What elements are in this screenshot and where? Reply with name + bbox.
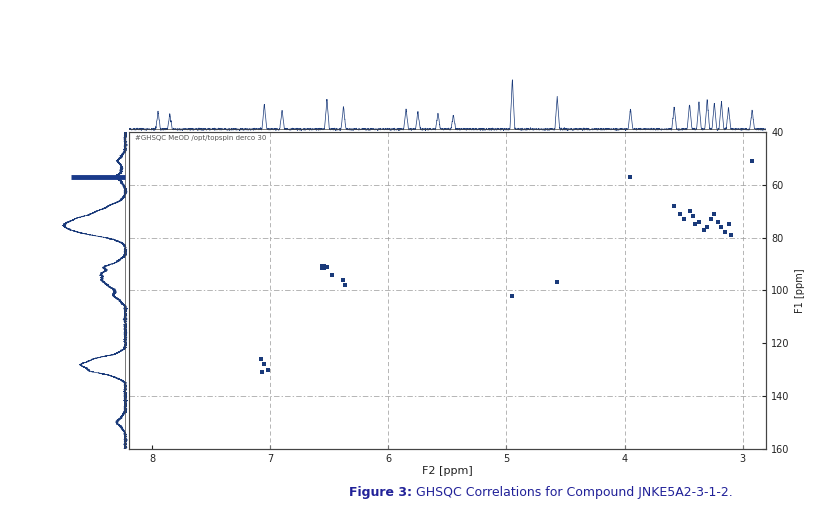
Text: #GHSQC MeOD /opt/topspin derco 30: #GHSQC MeOD /opt/topspin derco 30 [135, 135, 266, 141]
Text: GHSQC Correlations for Compound JNKE5A2-3-1-2.: GHSQC Correlations for Compound JNKE5A2-… [412, 486, 733, 499]
X-axis label: F2 [ppm]: F2 [ppm] [422, 466, 473, 476]
Y-axis label: F1 [ppm]: F1 [ppm] [795, 268, 805, 313]
Text: Figure 3:: Figure 3: [349, 486, 412, 499]
